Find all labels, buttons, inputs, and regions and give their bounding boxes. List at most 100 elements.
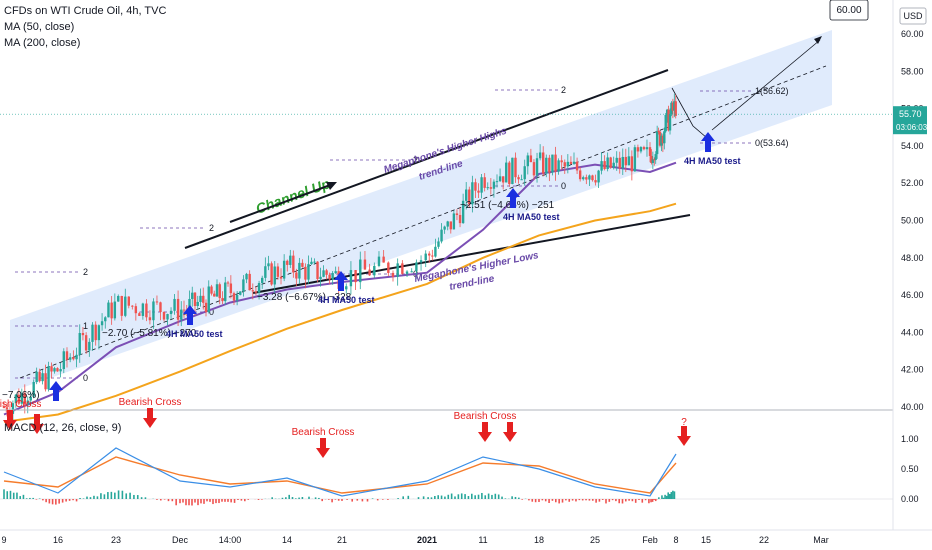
channel-arrow: [229, 183, 334, 223]
candle-body: [91, 324, 94, 342]
candle-body: [545, 157, 548, 174]
candle-body: [202, 295, 205, 303]
candle-body: [606, 157, 609, 170]
candle-body: [455, 213, 459, 215]
candle-body: [182, 309, 186, 311]
candle-body: [621, 156, 624, 169]
candle-body: [563, 162, 566, 167]
channel-arrowhead: [326, 182, 337, 190]
candle-body: [5, 407, 9, 412]
fib-label: 0: [83, 373, 88, 383]
chart-title[interactable]: CFDs on WTI Crude Oil, 4h, TVC: [4, 5, 167, 17]
candle-body: [630, 156, 634, 172]
candle-body: [50, 366, 53, 372]
candle-body: [642, 147, 646, 150]
fib-label: 0(53.64): [755, 138, 789, 148]
macd-legend[interactable]: MACD (12, 26, close, 9): [4, 422, 122, 434]
target-label: 60.00: [836, 5, 861, 16]
candle-body: [148, 317, 152, 321]
candle-body: [301, 262, 304, 267]
candle-body: [62, 351, 65, 370]
candle-body: [345, 286, 348, 290]
move-label: −7.06%): [2, 390, 40, 401]
candle-body: [591, 175, 594, 181]
ma200-legend[interactable]: MA (200, close): [4, 37, 81, 49]
higher-lows-line: [252, 214, 691, 294]
candle-body: [94, 324, 97, 341]
price-tick-label: 50.00: [901, 216, 924, 226]
candle-body: [663, 131, 666, 144]
candle-body: [569, 161, 573, 164]
ma50-test-arrow: [506, 188, 520, 208]
candle-body: [245, 273, 248, 280]
fib-label: 0: [561, 181, 566, 191]
candle-body: [501, 176, 505, 183]
macd-signal-line: [3, 456, 677, 494]
candle-body: [35, 371, 38, 382]
bearish-cross-arrow-stem: [482, 422, 488, 432]
candle-body: [23, 393, 26, 405]
candle-body: [419, 260, 423, 263]
candle-body: [424, 253, 427, 261]
candle-body: [554, 154, 557, 172]
candle-body: [474, 182, 477, 191]
ma50-test-label: 4H MA50 test: [318, 295, 375, 305]
candle-body: [624, 156, 627, 166]
candle-body: [173, 298, 176, 311]
candle-body: [651, 159, 655, 164]
candle-body: [668, 114, 672, 131]
candle-body: [78, 332, 81, 355]
ma50-test-label: 4H MA50 test: [684, 156, 741, 166]
ma50-test-arrow: [701, 132, 715, 152]
candle-body: [107, 302, 110, 318]
currency-label: USD: [903, 11, 923, 21]
candle-body: [232, 293, 236, 301]
candle-body: [26, 400, 29, 405]
candle-body: [511, 157, 514, 185]
candle-body: [437, 241, 440, 247]
candle-body: [248, 273, 251, 291]
time-tick-label: 23: [111, 535, 121, 545]
candle-body: [188, 298, 191, 310]
candle-body: [104, 317, 107, 322]
candle-body: [193, 292, 197, 306]
candle-body: [316, 261, 319, 279]
bearish-cross-label: Bearish Cross: [292, 427, 355, 438]
candle-body: [603, 161, 606, 170]
candle-body: [618, 157, 621, 169]
time-tick-label: 16: [53, 535, 63, 545]
candle-body: [517, 177, 520, 180]
candle-body: [180, 309, 183, 320]
question-label: ?: [681, 417, 687, 428]
macd-line: [3, 447, 677, 497]
candle-body: [84, 335, 88, 351]
pullback-projection: [671, 87, 708, 139]
bearish-cross-arrow: [677, 436, 691, 446]
candle-body: [81, 332, 85, 336]
candle-body: [191, 292, 194, 299]
time-tick-label: 2021: [417, 535, 437, 545]
bearish-cross-arrow-stem: [320, 438, 326, 448]
bearish-cross-arrow-stem: [147, 408, 153, 418]
candle-body: [53, 368, 56, 372]
price-tick-label: 60.00: [901, 29, 924, 39]
candle-body: [68, 357, 72, 360]
candle-body: [44, 373, 47, 390]
candle-body: [551, 154, 554, 173]
candle-body: [204, 302, 208, 313]
time-tick-label: 22: [759, 535, 769, 545]
currency-tag[interactable]: [899, 7, 927, 25]
time-axis[interactable]: 9 16 23 Dec 14:00 14 21 2021 11 18 25 Feb 8 15 22 Mar: [1, 535, 828, 545]
candle-body: [391, 272, 395, 277]
candle-body: [452, 213, 456, 230]
ma50-legend[interactable]: MA (50, close): [4, 21, 75, 33]
time-tick-label: 9: [1, 535, 6, 545]
price-axis[interactable]: 60.0058.0056.0054.0052.0050.0048.0046.00…: [0, 29, 928, 412]
candle-body: [286, 260, 289, 265]
candle-body: [159, 302, 162, 312]
candle-body: [127, 296, 130, 306]
channel-up-band: [10, 30, 832, 392]
candle-body: [471, 182, 474, 205]
candle-body: [557, 160, 560, 172]
